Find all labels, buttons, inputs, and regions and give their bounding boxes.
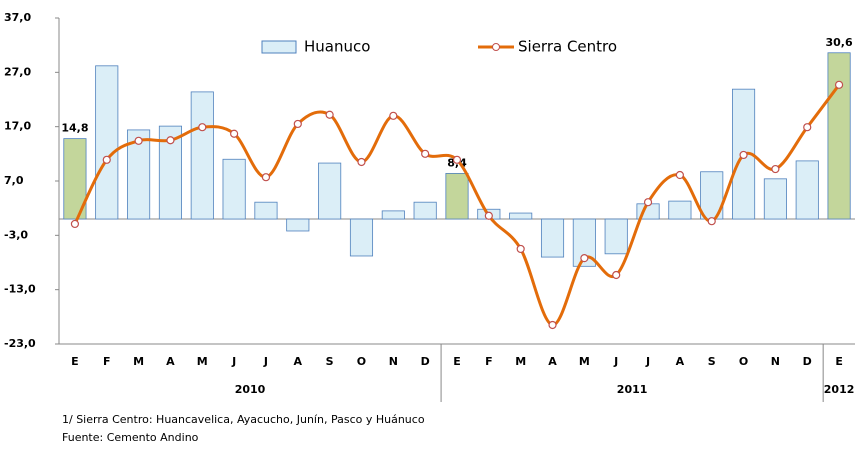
x-tick-label: M — [197, 355, 208, 368]
bar — [795, 160, 819, 220]
x-tick-label: E — [453, 355, 461, 368]
y-tick-label: -13,0 — [4, 283, 36, 296]
line-marker — [421, 149, 430, 158]
x-tick-label: J — [231, 355, 236, 368]
bar — [413, 201, 437, 220]
line-marker — [548, 320, 557, 330]
year-label: 2011 — [617, 383, 648, 396]
line-marker — [516, 244, 525, 254]
line-marker — [357, 157, 366, 167]
bar — [127, 129, 151, 220]
bar — [445, 172, 469, 220]
x-tick-label: A — [166, 355, 175, 368]
bar — [668, 200, 692, 220]
line-marker — [834, 80, 844, 89]
bar — [286, 218, 310, 232]
y-tick-label: -3,0 — [4, 228, 28, 241]
x-tick-label: N — [389, 355, 398, 368]
line-marker — [484, 211, 493, 220]
year-label: 2012 — [824, 383, 855, 396]
line-marker — [452, 155, 462, 164]
x-tick-label: E — [835, 355, 843, 368]
year-label: 2010 — [235, 383, 266, 396]
x-tick-label: J — [645, 355, 650, 368]
line-marker — [580, 254, 589, 263]
x-tick-label: J — [263, 355, 268, 368]
line-marker — [675, 170, 684, 180]
bar — [827, 52, 851, 220]
bar — [509, 212, 533, 220]
line-marker — [325, 110, 334, 119]
x-tick-label: A — [294, 355, 303, 368]
line-marker — [389, 111, 398, 120]
x-tick-label: S — [326, 355, 334, 368]
bar — [158, 125, 182, 220]
footnote: 1/ Sierra Centro: Huancavelica, Ayacucho… — [62, 413, 425, 426]
line-marker — [803, 123, 812, 132]
x-tick-label: D — [803, 355, 812, 368]
line-marker — [612, 270, 621, 280]
line-marker — [166, 136, 175, 145]
value-label: 14,8 — [61, 122, 88, 135]
x-tick-label: N — [771, 355, 780, 368]
bar — [318, 162, 342, 220]
x-tick-label: M — [515, 355, 526, 368]
legend-swatch — [261, 40, 297, 54]
x-tick-label: F — [485, 355, 493, 368]
x-tick-label: J — [613, 355, 618, 368]
bar — [63, 138, 87, 220]
y-tick-label: -23,0 — [4, 337, 36, 350]
x-tick-label: A — [548, 355, 557, 368]
line-marker — [707, 217, 716, 226]
x-tick-label: S — [708, 355, 716, 368]
legend-label: Sierra Centro — [518, 38, 617, 56]
legend-marker — [492, 43, 500, 51]
x-tick-label: E — [71, 355, 79, 368]
bar — [222, 158, 246, 220]
bar — [381, 210, 405, 220]
bar — [349, 218, 374, 257]
x-tick-label: F — [103, 355, 111, 368]
value-label: 30,6 — [826, 36, 853, 49]
line-marker — [198, 123, 207, 132]
bar — [604, 218, 628, 255]
line-marker — [261, 173, 271, 182]
line-marker — [102, 155, 111, 164]
x-tick-label: O — [739, 355, 748, 368]
y-tick-label: 27,0 — [4, 65, 31, 78]
line-marker — [771, 164, 780, 174]
bar — [95, 65, 119, 220]
y-tick-label: 7,0 — [4, 174, 24, 187]
line-marker — [643, 198, 653, 207]
y-tick-label: 37,0 — [4, 11, 31, 24]
bar — [540, 218, 565, 258]
bar — [763, 178, 787, 220]
bar — [190, 91, 214, 220]
bar — [572, 218, 596, 267]
x-tick-label: A — [676, 355, 685, 368]
bar — [254, 201, 278, 220]
line-marker — [293, 119, 302, 129]
line-marker — [230, 129, 239, 138]
legend-label: Huanuco — [304, 38, 370, 56]
line-marker — [134, 136, 143, 145]
x-tick-label: M — [579, 355, 590, 368]
x-tick-label: O — [357, 355, 366, 368]
x-tick-label: D — [421, 355, 430, 368]
line-marker — [70, 219, 80, 229]
y-tick-label: 17,0 — [4, 120, 31, 133]
line-marker — [739, 150, 748, 160]
footnote: Fuente: Cemento Andino — [62, 431, 199, 444]
x-tick-label: M — [133, 355, 144, 368]
